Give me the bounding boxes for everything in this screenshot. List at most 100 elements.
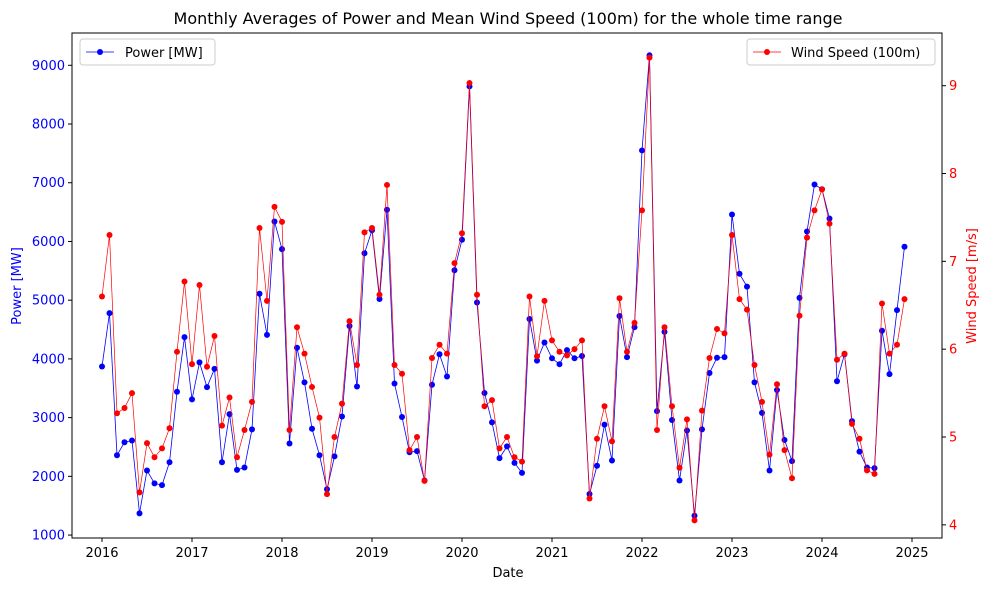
data-point (301, 379, 308, 386)
x-tick-label: 2024 (805, 546, 838, 561)
data-point (661, 324, 668, 331)
data-point (211, 365, 218, 372)
data-point (631, 319, 638, 326)
data-point (144, 467, 150, 474)
data-point (129, 390, 135, 397)
data-point (504, 443, 510, 450)
data-point (241, 464, 248, 471)
data-point (234, 466, 240, 473)
data-point (721, 354, 728, 361)
x-tick-label: 2016 (85, 546, 118, 561)
data-point (579, 337, 585, 344)
data-point (459, 230, 465, 237)
legend-wind-label: Wind Speed (100m) (791, 46, 920, 61)
data-point (639, 207, 645, 214)
data-point (894, 341, 900, 348)
x-tick-label: 2018 (265, 546, 298, 561)
data-point (886, 350, 893, 357)
data-point (99, 293, 105, 300)
data-point (534, 357, 540, 364)
data-point (534, 353, 540, 360)
data-point (369, 224, 375, 231)
data-point (264, 297, 270, 304)
y-right-tick-label: 4 (949, 518, 957, 533)
data-point (819, 186, 825, 193)
data-point (684, 416, 690, 423)
data-point (309, 425, 315, 432)
plot-frame (71, 32, 943, 539)
data-point (474, 291, 480, 298)
y-axis-right-label: Wind Speed [m/s] (965, 228, 980, 344)
data-point (774, 387, 780, 394)
data-point (174, 388, 180, 395)
x-tick-label: 2023 (715, 546, 748, 561)
data-point (474, 299, 480, 306)
data-point (354, 383, 360, 390)
data-point (121, 405, 128, 412)
data-point (894, 307, 900, 314)
data-point (279, 246, 285, 253)
data-point (714, 325, 720, 332)
data-point (451, 267, 458, 274)
data-point (391, 361, 398, 368)
y-right-tick-label: 8 (949, 167, 957, 182)
data-point (256, 224, 263, 231)
data-point (391, 380, 398, 387)
data-point (706, 369, 713, 376)
data-point (541, 339, 548, 346)
y-left-tick-label: 7000 (32, 176, 65, 191)
data-point (489, 397, 495, 404)
data-point (541, 297, 548, 304)
data-point (189, 396, 195, 403)
data-point (114, 452, 120, 459)
legend-power-label: Power [MW] (125, 46, 203, 61)
data-point (489, 419, 495, 426)
data-point (834, 378, 840, 385)
data-point (624, 348, 630, 355)
data-point (879, 300, 885, 307)
data-point (414, 448, 420, 455)
data-point (219, 422, 225, 429)
data-point (901, 296, 908, 303)
data-point (114, 410, 120, 417)
y-left-tick-label: 9000 (32, 59, 65, 74)
data-point (286, 426, 293, 433)
data-point (796, 312, 803, 319)
data-point (714, 354, 720, 361)
legend-wind-frame (746, 38, 936, 66)
data-point (399, 414, 405, 421)
data-point (609, 457, 615, 464)
data-point (324, 486, 330, 493)
data-point (271, 218, 278, 225)
data-point (354, 361, 360, 368)
data-point (144, 440, 150, 447)
data-point (564, 347, 570, 354)
data-point (346, 318, 353, 325)
data-point (639, 147, 645, 154)
data-point (271, 203, 278, 210)
series-wind-speed (99, 54, 908, 524)
data-point (256, 290, 263, 297)
x-tick-label: 2017 (175, 546, 208, 561)
data-point (691, 517, 698, 524)
data-point (856, 435, 863, 442)
data-point (811, 181, 818, 188)
legend-wind-marker (764, 49, 770, 55)
data-point (706, 354, 713, 361)
data-point (744, 283, 750, 290)
y-right-tick-label: 5 (949, 431, 957, 446)
x-tick-label: 2020 (445, 546, 478, 561)
data-point (864, 467, 870, 474)
data-point (406, 447, 413, 454)
data-point (376, 291, 383, 298)
data-point (826, 220, 833, 227)
data-point (324, 491, 330, 498)
x-tick-label: 2021 (535, 546, 568, 561)
data-point (609, 438, 615, 445)
y-left-tick-label: 4000 (32, 352, 65, 367)
data-point (736, 270, 743, 277)
data-point (421, 477, 428, 484)
data-point (526, 293, 533, 300)
